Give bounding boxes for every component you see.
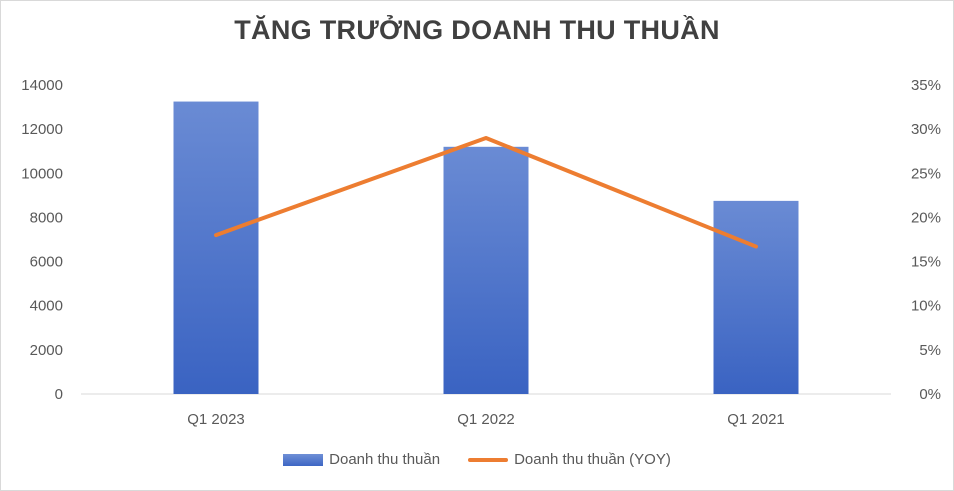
- y-left-tick-label: 8000: [30, 209, 63, 226]
- x-tick-label: Q1 2023: [187, 411, 245, 428]
- y-right-tick-label: 25%: [911, 165, 941, 182]
- y-right-tick-label: 0%: [919, 386, 941, 403]
- legend: Doanh thu thuần Doanh thu thuần (YOY): [1, 451, 953, 468]
- y-left-tick-label: 10000: [21, 165, 63, 182]
- legend-bar-label: Doanh thu thuần: [329, 451, 441, 468]
- bar-q1-2023: [173, 101, 259, 394]
- legend-item-line: Doanh thu thuần (YOY): [468, 451, 671, 468]
- chart-title: TĂNG TRƯỞNG DOANH THU THUẦN: [234, 15, 720, 45]
- y-right-tick-label: 15%: [911, 254, 941, 271]
- legend-bar-swatch: [283, 453, 324, 466]
- y-right-tick-label: 30%: [911, 121, 941, 138]
- x-tick-label: Q1 2021: [727, 411, 785, 428]
- y-left-tick-label: 12000: [21, 121, 63, 138]
- legend-item-bar: Doanh thu thuần: [283, 451, 440, 468]
- y-left-tick-label: 4000: [30, 298, 63, 315]
- y-right-tick-label: 5%: [919, 342, 941, 359]
- bar-q1-2021: [713, 200, 799, 394]
- bar-q1-2022: [443, 146, 529, 394]
- y-left-tick-label: 6000: [30, 254, 63, 271]
- y-left-tick-label: 2000: [30, 342, 63, 359]
- legend-line-swatch: [468, 457, 509, 462]
- y-right-tick-label: 10%: [911, 298, 941, 315]
- y-right-tick-label: 20%: [911, 209, 941, 226]
- yoy-point: [485, 137, 487, 139]
- yoy-point: [215, 234, 217, 236]
- y-left-tick-label: 14000: [21, 77, 63, 94]
- x-tick-label: Q1 2022: [457, 411, 515, 428]
- yoy-point: [755, 246, 757, 248]
- y-left-tick-label: 0: [55, 386, 63, 403]
- legend-line-label: Doanh thu thuần (YOY): [514, 451, 671, 468]
- y-right-tick-label: 35%: [911, 77, 941, 94]
